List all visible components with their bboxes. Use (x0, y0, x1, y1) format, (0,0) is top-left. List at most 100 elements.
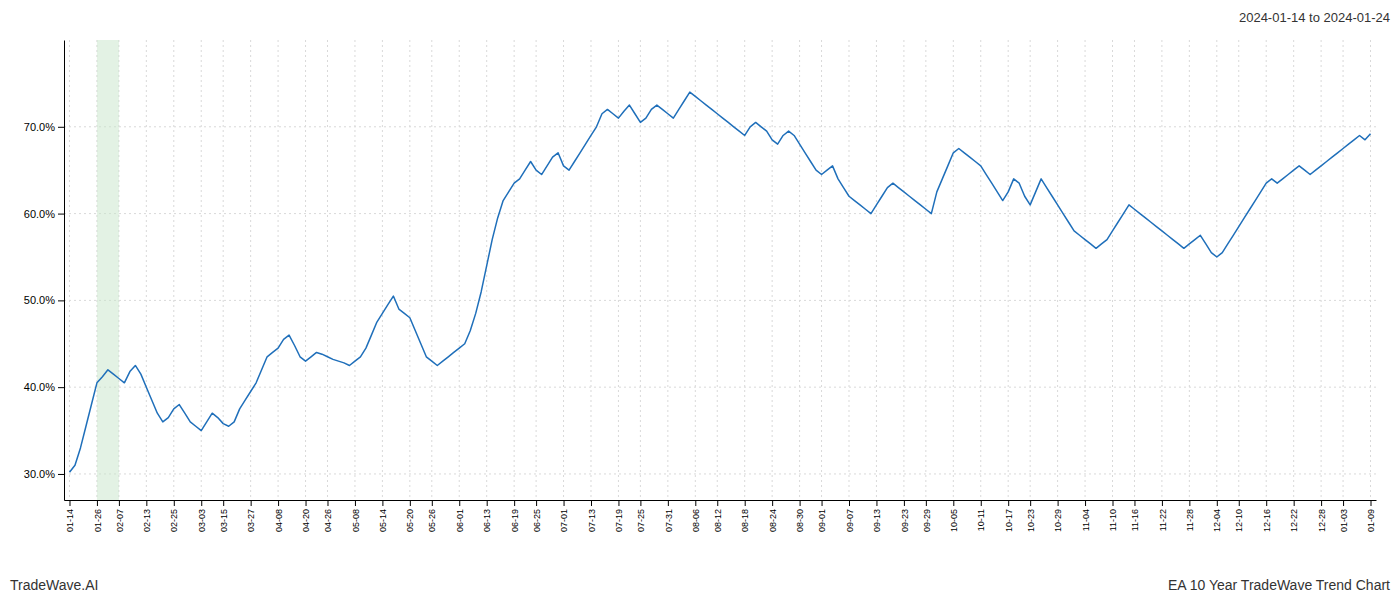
grid-line-x (536, 40, 537, 500)
x-tick-mark (564, 500, 565, 506)
x-tick: 01-03 (1339, 500, 1349, 532)
x-tick: 05-20 (405, 500, 415, 532)
x-tick-mark (306, 500, 307, 506)
grid-line-x (876, 40, 877, 500)
x-tick: 08-30 (795, 500, 805, 532)
x-tick: 07-31 (663, 500, 673, 532)
grid-line-x (223, 40, 224, 500)
x-tick: 07-01 (559, 500, 569, 532)
x-tick-label: 03-27 (246, 509, 256, 532)
grid-line-y (64, 387, 1376, 388)
x-tick-mark (1239, 500, 1240, 506)
x-tick: 10-11 (976, 500, 986, 531)
x-tick-mark (97, 500, 98, 506)
grid-line-x (1008, 40, 1009, 500)
chart: 01-1401-2602-0702-1302-2503-0303-1503-27… (0, 0, 1400, 600)
x-tick: 11-10 (1108, 500, 1118, 531)
x-tick-mark (1294, 500, 1295, 506)
x-tick: 10-05 (949, 500, 959, 532)
x-tick: 01-14 (65, 500, 75, 532)
grid-line-x (382, 40, 383, 500)
x-tick: 03-15 (219, 500, 229, 532)
grid-line-x (1112, 40, 1113, 500)
x-tick: 06-01 (455, 500, 465, 532)
y-axis-line (64, 41, 65, 501)
x-tick-mark (800, 500, 801, 506)
x-tick-mark (772, 500, 773, 506)
x-tick: 02-13 (142, 500, 152, 532)
x-tick: 12-10 (1234, 500, 1244, 532)
x-tick-label: 08-06 (691, 509, 701, 532)
x-tick-mark (1266, 500, 1267, 506)
grid-line-x (1085, 40, 1086, 500)
grid-line-x (354, 40, 355, 500)
x-tick-label: 04-26 (323, 509, 333, 532)
x-tick-mark (953, 500, 954, 506)
x-tick-mark (1113, 500, 1114, 506)
x-tick-label: 07-19 (614, 509, 624, 532)
x-tick: 09-01 (817, 500, 827, 532)
grid-line-x (717, 40, 718, 500)
x-tick-label: 08-24 (768, 509, 778, 532)
x-tick: 12-22 (1289, 500, 1299, 532)
grid-line-x (667, 40, 668, 500)
x-tick-mark (1343, 500, 1344, 506)
footer-left: TradeWave.AI (10, 577, 98, 593)
x-tick: 09-07 (845, 500, 855, 532)
x-tick-mark (1321, 500, 1322, 506)
x-tick: 09-29 (922, 500, 932, 532)
x-tick-label: 12-28 (1317, 509, 1327, 532)
grid-line-x (953, 40, 954, 500)
x-tick-label: 09-23 (900, 509, 910, 532)
highlight-region (97, 40, 119, 500)
x-tick-mark (849, 500, 850, 506)
x-tick-mark (536, 500, 537, 506)
grid-line-x (278, 40, 279, 500)
x-tick: 01-26 (93, 500, 103, 532)
grid-line-x (1293, 40, 1294, 500)
x-tick-mark (1058, 500, 1059, 506)
title: 2024-01-14 to 2024-01-24 (1239, 10, 1390, 25)
grid-line-x (1161, 40, 1162, 500)
x-tick-mark (695, 500, 696, 506)
x-tick-label: 11-04 (1081, 509, 1091, 531)
x-tick-label: 09-29 (922, 509, 932, 532)
x-tick-mark (251, 500, 252, 506)
y-tick-mark (58, 387, 64, 388)
x-tick-mark (327, 500, 328, 506)
x-tick-label: 05-08 (351, 509, 361, 532)
grid (64, 40, 1376, 500)
y-tick-mark (58, 300, 64, 301)
grid-line-x (1189, 40, 1190, 500)
x-tick: 12-28 (1317, 500, 1327, 532)
x-tick: 11-28 (1185, 500, 1195, 531)
grid-line-x (563, 40, 564, 500)
x-tick-mark (1134, 500, 1135, 506)
grid-line-x (849, 40, 850, 500)
x-tick: 10-17 (1004, 500, 1014, 532)
grid-line-x (744, 40, 745, 500)
x-tick-label: 07-01 (559, 509, 569, 532)
x-tick-label: 07-13 (587, 509, 597, 532)
x-tick-label: 05-14 (378, 509, 388, 532)
x-tick: 08-24 (768, 500, 778, 532)
x-tick: 08-18 (740, 500, 750, 532)
y-tick-label: 60.0% (24, 208, 55, 220)
grid-line-y (64, 300, 1376, 301)
y-tick: 30.0% (24, 468, 64, 480)
x-tick-mark (174, 500, 175, 506)
x-tick: 06-25 (532, 500, 542, 532)
x-tick-mark (1008, 500, 1009, 506)
x-tick: 11-16 (1130, 500, 1140, 531)
grid-line-x (514, 40, 515, 500)
x-tick: 08-12 (713, 500, 723, 532)
x-tick-mark (69, 500, 70, 506)
grid-line-x (146, 40, 147, 500)
x-tick: 05-14 (378, 500, 388, 532)
x-tick-label: 10-11 (976, 509, 986, 531)
x-tick-label: 11-10 (1108, 509, 1118, 531)
x-tick-label: 04-20 (301, 509, 311, 532)
x-tick-label: 01-03 (1339, 509, 1349, 532)
x-tick-mark (822, 500, 823, 506)
x-tick-label: 11-22 (1158, 509, 1168, 531)
